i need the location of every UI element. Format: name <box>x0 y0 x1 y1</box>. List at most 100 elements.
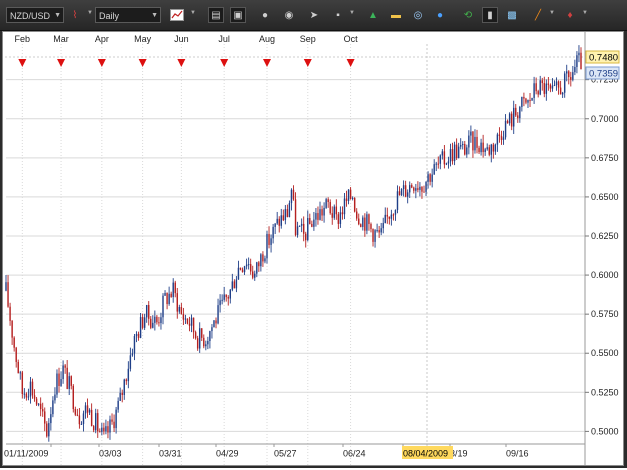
candle-body <box>131 353 134 356</box>
candle-body <box>384 214 386 224</box>
candle-body <box>527 100 529 103</box>
date-label: 03/31 <box>159 449 182 459</box>
candle-body <box>27 396 30 398</box>
candle-body <box>266 233 268 259</box>
candle-body <box>288 203 291 218</box>
event-marker[interactable] <box>303 59 312 67</box>
event-marker[interactable] <box>262 59 271 67</box>
candle-body <box>168 293 170 304</box>
alert-icon[interactable]: ♦ <box>567 9 573 21</box>
symbol-select[interactable]: NZD/USD ▼ <box>6 7 64 23</box>
candle-body <box>270 238 272 245</box>
candle-body <box>453 144 456 162</box>
column-icon[interactable]: ▮ <box>482 7 498 23</box>
candle-body <box>464 144 466 155</box>
event-marker[interactable] <box>57 59 66 67</box>
candle-body <box>35 398 38 405</box>
candle-body <box>388 216 391 219</box>
candle-body <box>176 293 178 312</box>
candle-body <box>160 317 162 324</box>
candle-body <box>427 174 429 182</box>
candle-body <box>327 199 329 203</box>
candle-body <box>103 427 105 432</box>
image-icon[interactable]: ▩ <box>507 9 517 21</box>
candle-body <box>425 181 427 192</box>
candle-body <box>533 83 535 98</box>
candle-body <box>133 336 136 354</box>
candle-body <box>337 214 340 224</box>
indicator-icon[interactable]: ▲ <box>368 9 378 21</box>
candle-body <box>580 52 582 70</box>
comment-icon[interactable]: ▬ <box>391 9 401 21</box>
candle-body <box>219 300 221 306</box>
candle-body <box>492 144 495 152</box>
candle-body <box>239 267 242 270</box>
candle-body <box>504 120 507 138</box>
chart-panel[interactable]: Feb Mar Apr May Jun Jul Aug Sep Oct 0.7250 0.7000… <box>2 31 624 466</box>
candle-body <box>305 233 307 241</box>
candle-body <box>221 299 223 301</box>
event-marker[interactable] <box>177 59 186 67</box>
chart-background <box>3 32 623 465</box>
candle-body <box>486 147 488 150</box>
timeframe-select[interactable]: Daily ▼ <box>95 7 161 23</box>
month-label: Jul <box>218 34 230 44</box>
event-marker[interactable] <box>346 59 355 67</box>
candle-body <box>398 191 401 196</box>
cursor-icon[interactable]: ➤ <box>309 9 319 21</box>
event-marker[interactable] <box>18 59 27 67</box>
candle-body <box>223 294 225 300</box>
last-price-tag: 0.7359 <box>585 66 620 80</box>
candle-body <box>543 83 546 94</box>
price-axis: 0.7250 0.7000 0.6750 0.6500 0.6250 0.6000 0.57… <box>585 75 619 436</box>
candle-body <box>474 136 476 151</box>
date-label: 05/27 <box>274 449 297 459</box>
candle-body <box>117 400 119 410</box>
candle-body <box>468 135 470 148</box>
event-marker[interactable] <box>97 59 106 67</box>
candle-body <box>84 405 87 414</box>
chevron-down-icon: ▼ <box>190 10 196 16</box>
candle-body <box>88 409 91 413</box>
event-markers[interactable] <box>18 59 355 67</box>
window-icon[interactable]: ▣ <box>230 7 246 23</box>
candle-body <box>119 392 121 401</box>
candle-body <box>29 381 32 397</box>
candle-body <box>376 230 378 232</box>
candle-body <box>433 164 435 175</box>
globe-icon[interactable]: ● <box>436 9 444 21</box>
candle-body <box>233 281 236 289</box>
candle-body <box>39 403 42 410</box>
candle-body <box>455 144 458 159</box>
pencil-icon[interactable]: ╱ <box>534 9 542 21</box>
candle-body <box>390 214 393 219</box>
candle-body <box>247 264 250 266</box>
candle-body <box>570 77 572 80</box>
price-chart[interactable]: Feb Mar Apr May Jun Jul Aug Sep Oct 0.7250 0.7000… <box>3 32 623 465</box>
candle-body <box>180 306 183 315</box>
event-marker[interactable] <box>220 59 229 67</box>
candle-body <box>429 174 431 182</box>
month-label: Oct <box>344 34 359 44</box>
month-label: Mar <box>53 34 69 44</box>
user-add-icon[interactable]: ◉ <box>284 9 294 21</box>
candle-body <box>48 423 50 437</box>
candle-body <box>574 67 576 73</box>
chart-type-icon[interactable] <box>169 7 185 23</box>
eye-icon[interactable]: ◎ <box>413 9 423 21</box>
marker-icon[interactable]: ▪ <box>336 9 340 21</box>
layout-icon[interactable]: ▤ <box>208 7 224 23</box>
candle-body <box>519 106 521 119</box>
candle-body <box>190 317 193 326</box>
date-label: 01/11/2009 <box>4 449 48 459</box>
candle-body <box>462 144 464 146</box>
user-icon[interactable]: ● <box>261 9 269 21</box>
sync-icon[interactable]: ⟲ <box>463 9 473 21</box>
bar-style-icon[interactable]: ⌇ <box>72 9 78 21</box>
event-marker[interactable] <box>138 59 147 67</box>
candle-body <box>105 426 107 432</box>
candle-body <box>260 254 262 267</box>
candle-body <box>437 163 439 165</box>
candle-body <box>364 217 366 231</box>
candle-body <box>576 55 578 68</box>
